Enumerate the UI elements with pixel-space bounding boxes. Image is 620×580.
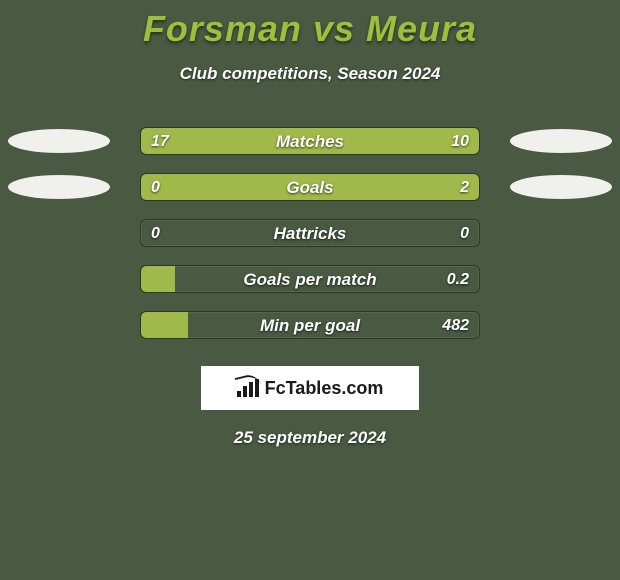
stat-rows: 1710Matches 02Goals 00Hattricks 0.2Goals pe… — [0, 118, 620, 348]
stat-row: 482Min per goal — [0, 302, 620, 348]
player-right-marker — [510, 175, 612, 199]
player-left-marker — [8, 175, 110, 199]
stat-row: 02Goals — [0, 164, 620, 210]
stat-row: 00Hattricks — [0, 210, 620, 256]
brand-badge: FcTables.com — [201, 366, 419, 410]
stat-label: Min per goal — [141, 312, 479, 339]
stat-bar: 02Goals — [140, 173, 480, 201]
brand-text: FcTables.com — [265, 378, 384, 399]
generated-date: 25 september 2024 — [0, 428, 620, 448]
stat-bar: 482Min per goal — [140, 311, 480, 339]
stat-label: Goals per match — [141, 266, 479, 293]
brand-chart-icon — [237, 379, 259, 397]
page-subtitle: Club competitions, Season 2024 — [0, 64, 620, 84]
stat-label: Matches — [141, 128, 479, 155]
player-left-marker — [8, 129, 110, 153]
comparison-card: Forsman vs Meura Club competitions, Seas… — [0, 0, 620, 580]
stat-label: Goals — [141, 174, 479, 201]
stat-bar: 00Hattricks — [140, 219, 480, 247]
stat-row: 0.2Goals per match — [0, 256, 620, 302]
player-right-marker — [510, 129, 612, 153]
stat-label: Hattricks — [141, 220, 479, 247]
stat-row: 1710Matches — [0, 118, 620, 164]
page-title: Forsman vs Meura — [0, 0, 620, 50]
stat-bar: 1710Matches — [140, 127, 480, 155]
stat-bar: 0.2Goals per match — [140, 265, 480, 293]
